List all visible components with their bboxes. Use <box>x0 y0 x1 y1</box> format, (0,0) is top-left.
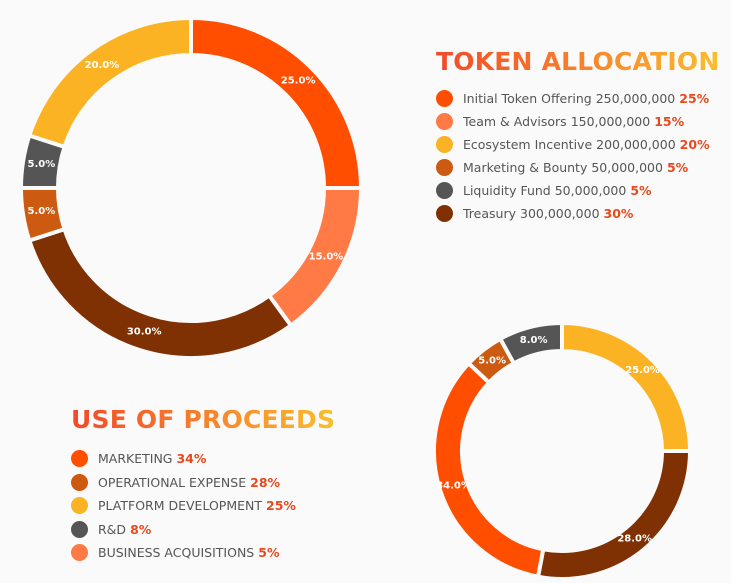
legend-amount: 50,000,000 <box>554 183 627 198</box>
legend-swatch <box>71 450 88 468</box>
legend-item: Liquidity Fund 50,000,000 5% <box>436 179 710 202</box>
token-allocation-legend: Initial Token Offering 250,000,000 25% Team… <box>436 87 710 225</box>
slice-percent-label: 28.0% <box>617 533 652 544</box>
legend-amount: 200,000,000 <box>596 137 676 152</box>
legend-label: Liquidity Fund <box>463 183 551 198</box>
donut-slice <box>560 320 693 453</box>
legend-amount: 150,000,000 <box>570 114 651 129</box>
legend-item: Team & Advisors 150,000,000 15% <box>436 110 710 133</box>
slice-percent-label: 5.0% <box>27 206 55 217</box>
legend-swatch <box>71 520 88 538</box>
legend-amount: 50,000,000 <box>591 160 663 175</box>
use-of-proceeds-legend: MARKETING 34% OPERATIONAL EXPENSE 28% PLATFO… <box>71 447 296 565</box>
legend-amount: 300,000,000 <box>520 206 600 221</box>
legend-swatch <box>436 90 453 107</box>
token-allocation-title: TOKEN ALLOCATION <box>436 47 720 76</box>
slice-percent-label: 34.0% <box>436 481 471 492</box>
donut-slice <box>189 15 364 190</box>
legend-label: BUSINESS ACQUISITIONS <box>98 545 255 561</box>
legend-percent: 5% <box>630 183 652 198</box>
legend-label: Initial Token Offering <box>463 91 592 106</box>
legend-label: PLATFORM DEVELOPMENT <box>98 498 263 514</box>
legend-item: R&D 8% <box>71 518 296 542</box>
legend-item: MARKETING 34% <box>71 447 296 471</box>
legend-label: Team & Advisors <box>463 114 567 129</box>
legend-item: Initial Token Offering 250,000,000 25% <box>436 87 710 110</box>
legend-swatch <box>436 159 453 176</box>
legend-percent: 25% <box>266 498 296 514</box>
legend-item: OPERATIONAL EXPENSE 28% <box>71 471 296 495</box>
legend-percent: 8% <box>130 521 152 537</box>
legend-label: MARKETING <box>98 451 173 467</box>
legend-percent: 28% <box>250 474 281 490</box>
slice-percent-label: 5.0% <box>27 159 55 170</box>
legend-label: OPERATIONAL EXPENSE <box>98 474 247 490</box>
legend-item: Treasury 300,000,000 30% <box>436 202 710 225</box>
slice-percent-label: 25.0% <box>281 75 316 86</box>
legend-item: PLATFORM DEVELOPMENT 25% <box>71 494 296 518</box>
slice-percent-label: 5.0% <box>478 355 506 366</box>
slice-percent-label: 30.0% <box>127 327 162 338</box>
legend-label: Treasury <box>463 206 516 221</box>
legend-percent: 25% <box>679 91 710 106</box>
legend-percent: 20% <box>679 137 710 152</box>
use-of-proceeds-title: USE OF PROCEEDS <box>71 405 336 434</box>
legend-swatch <box>436 136 453 153</box>
legend-swatch <box>436 182 453 199</box>
legend-label: Ecosystem Incentive <box>463 137 593 152</box>
donut-slice <box>26 226 294 360</box>
legend-label: R&D <box>98 521 127 537</box>
legend-swatch <box>71 497 88 515</box>
legend-percent: 5% <box>666 160 689 175</box>
donut-slice <box>432 360 546 580</box>
legend-swatch <box>436 113 453 130</box>
slice-percent-label: 8.0% <box>520 335 548 346</box>
legend-label: Marketing & Bounty <box>463 160 588 175</box>
donut-slice <box>497 320 564 367</box>
use-of-proceeds-donut: 25.0% 28.0% 34.0% 5.0% 8.0% <box>432 320 693 581</box>
legend-swatch <box>71 544 88 562</box>
token-allocation-donut: 25.0% 15.0% 30.0% 5.0% 5.0% 20.0% <box>18 15 364 360</box>
legend-swatch <box>436 205 453 222</box>
slice-percent-label: 20.0% <box>85 60 120 71</box>
legend-item: Ecosystem Incentive 200,000,000 20% <box>436 133 710 156</box>
legend-item: BUSINESS ACQUISITIONS 5% <box>71 541 296 565</box>
donut-slice <box>535 449 693 581</box>
legend-percent: 15% <box>654 114 685 129</box>
slice-percent-label: 25.0% <box>625 365 660 376</box>
legend-swatch <box>71 473 88 491</box>
legend-percent: 30% <box>603 206 634 221</box>
slice-percent-label: 15.0% <box>309 251 344 262</box>
legend-percent: 34% <box>176 451 207 467</box>
donut-slice <box>26 15 193 150</box>
legend-percent: 5% <box>258 545 280 561</box>
legend-item: Marketing & Bounty 50,000,000 5% <box>436 156 710 179</box>
legend-amount: 250,000,000 <box>595 91 676 106</box>
